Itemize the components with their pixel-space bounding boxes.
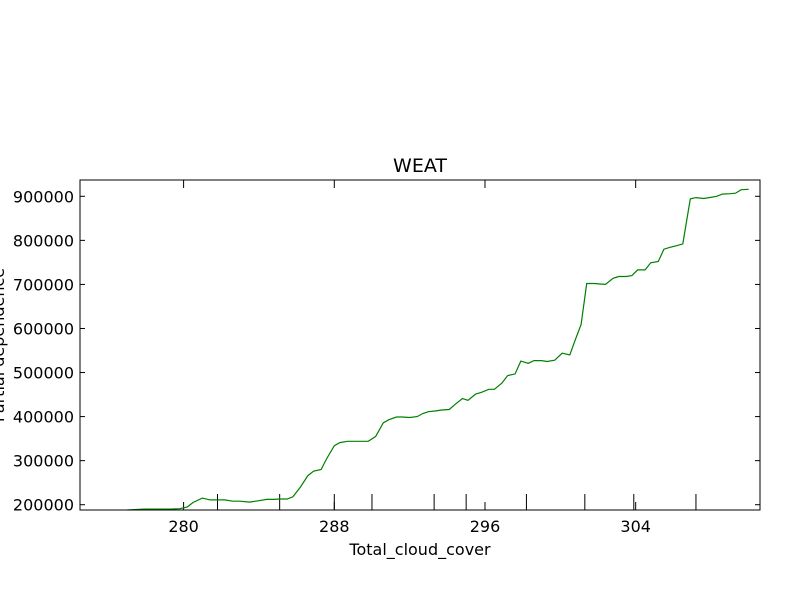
y-tick-label: 300000 [13,452,74,471]
x-axis-ticks: 280 288 296 304 [168,180,697,536]
series-layer [127,188,749,510]
y-tick-label: 400000 [13,408,74,427]
plot-frame [79,179,761,511]
y-tick-label: 700000 [13,275,74,294]
x-tick-label: 304 [620,517,651,536]
y-tick-label: 600000 [13,319,74,338]
x-axis-label: Total_cloud_cover [348,540,491,560]
series-line [127,188,749,510]
y-tick-label: 200000 [13,496,74,515]
y-axis-ticks: 200000 300000 400000 500000 600000 700000 8000… [13,187,760,515]
y-tick-label: 800000 [13,231,74,250]
x-tick-label: 288 [319,517,350,536]
y-tick-label: 500000 [13,364,74,383]
y-axis-label: Partial dependence [0,268,8,422]
x-tick-label: 296 [470,517,501,536]
y-tick-label: 900000 [13,187,74,206]
x-tick-label: 280 [168,517,199,536]
chart-title: WEAT [393,155,447,177]
